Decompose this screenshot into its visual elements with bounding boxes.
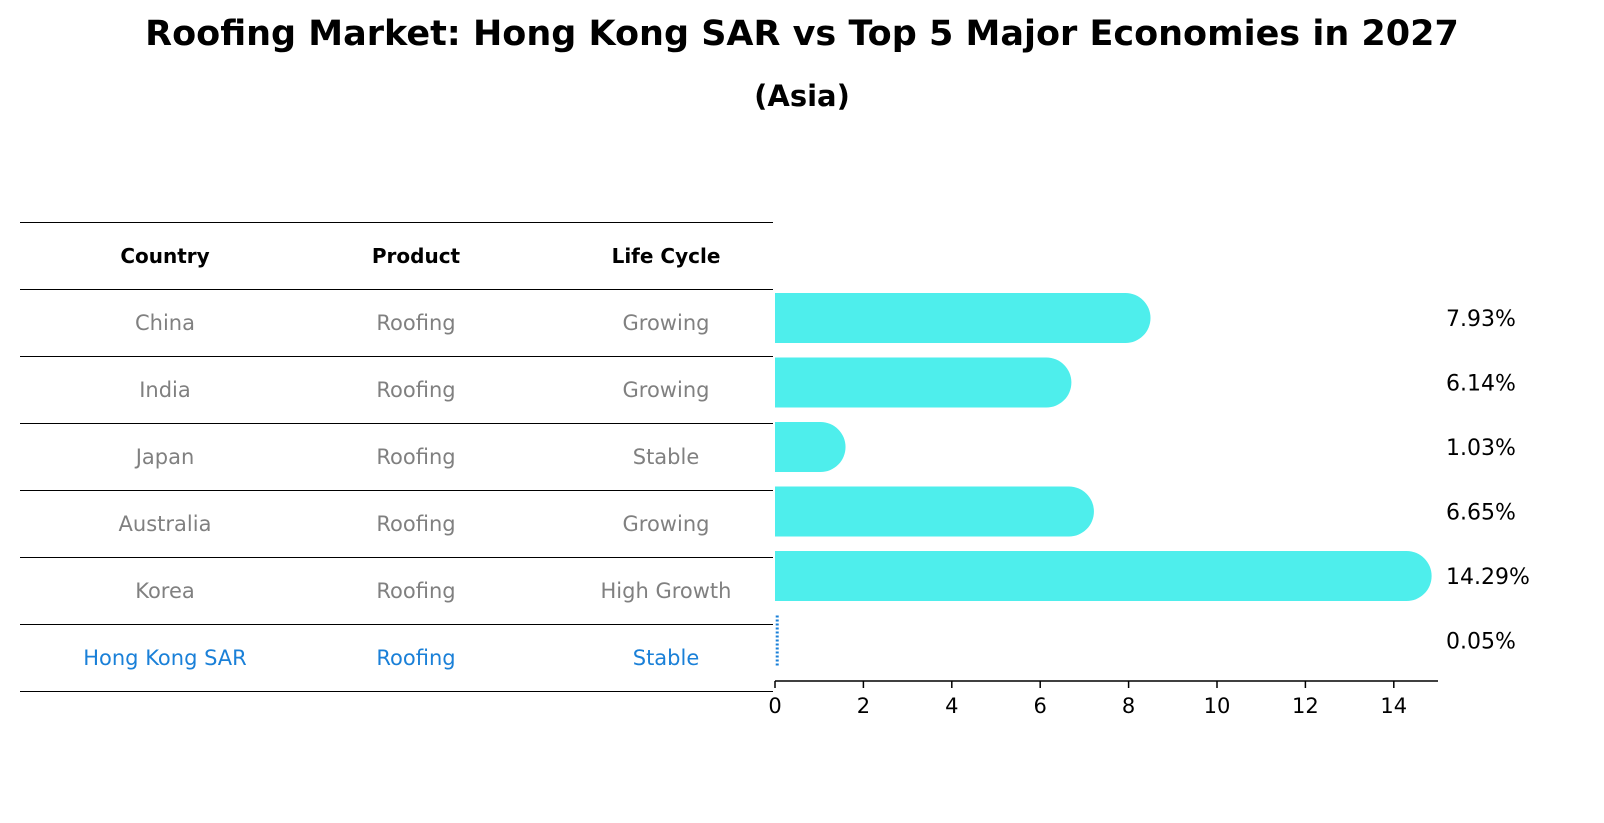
product-cell: Roofing — [376, 646, 456, 670]
life-cycle-cell: High Growth — [600, 579, 732, 603]
x-tick-label: 12 — [1292, 694, 1319, 718]
header-life-cycle: Life Cycle — [611, 244, 721, 268]
product-cell: Roofing — [376, 445, 456, 469]
value-label-china: 7.93% — [1446, 307, 1516, 332]
life-cycle-cell: Growing — [622, 378, 710, 402]
value-label-hong-kong-sar: 0.05% — [1446, 630, 1516, 655]
country-cell: Hong Kong SAR — [83, 646, 247, 670]
value-label-india: 6.14% — [1446, 372, 1516, 397]
bar-china — [775, 293, 1151, 343]
value-label-japan: 1.03% — [1446, 436, 1516, 461]
table-row: Korea Roofing High Growth — [20, 557, 773, 624]
x-tick-label: 10 — [1204, 694, 1231, 718]
x-tick-label: 6 — [1034, 694, 1047, 718]
header-country: Country — [120, 244, 210, 268]
country-table: Country Product Life Cycle China Roofing… — [20, 222, 773, 692]
bar-australia — [775, 486, 1094, 537]
bar-korea — [775, 551, 1432, 601]
bar-japan — [775, 422, 846, 472]
table-header-row: Country Product Life Cycle — [20, 222, 773, 289]
product-cell: Roofing — [376, 378, 456, 402]
country-cell: China — [135, 311, 195, 335]
product-cell: Roofing — [376, 579, 456, 603]
x-tick-label: 8 — [1122, 694, 1135, 718]
table-row-highlighted: Hong Kong SAR Roofing Stable — [20, 624, 773, 692]
x-tick-label: 0 — [768, 694, 781, 718]
country-cell: Korea — [135, 579, 195, 603]
x-tick-label: 2 — [857, 694, 870, 718]
table-row: Japan Roofing Stable — [20, 423, 773, 490]
product-cell: Roofing — [376, 311, 456, 335]
life-cycle-cell: Stable — [632, 445, 700, 469]
bars-group — [775, 293, 1432, 666]
value-label-australia: 6.65% — [1446, 501, 1516, 526]
table-row: Australia Roofing Growing — [20, 490, 773, 557]
chart-subtitle: (Asia) — [754, 79, 850, 113]
life-cycle-cell: Stable — [632, 646, 700, 670]
table-row: India Roofing Growing — [20, 356, 773, 423]
x-axis-ticks: 0 2 4 6 8 10 12 14 — [768, 681, 1407, 718]
header-product: Product — [371, 244, 461, 268]
country-cell: Japan — [135, 445, 195, 469]
product-cell: Roofing — [376, 512, 456, 536]
country-cell: Australia — [118, 512, 212, 536]
x-tick-label: 14 — [1380, 694, 1407, 718]
life-cycle-cell: Growing — [622, 311, 710, 335]
value-label-korea: 14.29% — [1446, 565, 1530, 590]
table-row: China Roofing Growing — [20, 289, 773, 356]
life-cycle-cell: Growing — [622, 512, 710, 536]
chart-title: Roofing Market: Hong Kong SAR vs Top 5 M… — [145, 14, 1459, 54]
value-labels-group: 7.93% 6.14% 1.03% 6.65% 14.29% 0.05% — [1446, 307, 1530, 655]
bar-india — [775, 357, 1072, 408]
x-tick-label: 4 — [945, 694, 958, 718]
country-cell: India — [139, 378, 191, 402]
